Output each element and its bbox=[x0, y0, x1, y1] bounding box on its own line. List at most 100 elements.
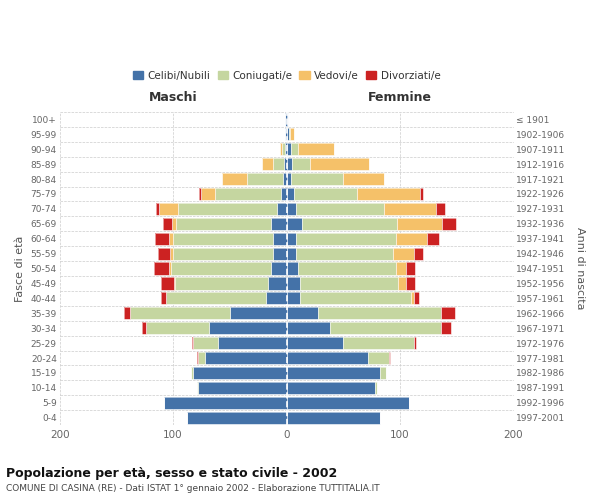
Bar bbox=[441, 322, 451, 334]
Bar bbox=[161, 278, 174, 289]
Bar bbox=[287, 128, 289, 140]
Bar bbox=[302, 218, 397, 230]
Bar bbox=[173, 248, 273, 260]
Bar bbox=[284, 158, 287, 170]
Bar bbox=[171, 262, 271, 274]
Bar bbox=[384, 203, 436, 215]
Bar bbox=[172, 218, 176, 230]
Text: Maschi: Maschi bbox=[149, 91, 197, 104]
Bar bbox=[287, 307, 319, 320]
Bar bbox=[291, 143, 298, 156]
Bar bbox=[222, 173, 247, 185]
Bar bbox=[175, 278, 268, 289]
Bar bbox=[209, 322, 287, 334]
Bar bbox=[287, 412, 380, 424]
Bar bbox=[271, 218, 287, 230]
Bar bbox=[193, 367, 287, 379]
Bar bbox=[286, 114, 287, 126]
Bar bbox=[287, 203, 296, 215]
Bar bbox=[380, 367, 386, 379]
Bar bbox=[296, 248, 393, 260]
Bar bbox=[161, 278, 174, 289]
Bar bbox=[290, 128, 295, 140]
Bar bbox=[427, 232, 439, 245]
Bar bbox=[178, 203, 277, 215]
Bar bbox=[302, 218, 397, 230]
Bar bbox=[287, 262, 298, 274]
Bar bbox=[287, 367, 380, 379]
Bar bbox=[277, 203, 287, 215]
Bar bbox=[413, 248, 423, 260]
Bar bbox=[198, 352, 205, 364]
Bar bbox=[191, 367, 193, 379]
Bar bbox=[197, 382, 198, 394]
Bar bbox=[155, 232, 169, 245]
Bar bbox=[287, 367, 380, 379]
Bar bbox=[199, 188, 202, 200]
Bar bbox=[287, 248, 296, 260]
Bar bbox=[406, 278, 415, 289]
Bar bbox=[154, 262, 169, 274]
Bar bbox=[146, 322, 209, 334]
Bar bbox=[284, 158, 287, 170]
Bar bbox=[296, 248, 393, 260]
Bar bbox=[280, 143, 282, 156]
Bar bbox=[173, 232, 273, 245]
Bar bbox=[441, 307, 455, 320]
Bar bbox=[296, 203, 384, 215]
Bar bbox=[176, 218, 271, 230]
Y-axis label: Anni di nascita: Anni di nascita bbox=[575, 228, 585, 310]
Bar bbox=[155, 232, 169, 245]
Bar bbox=[160, 203, 178, 215]
Bar bbox=[271, 262, 287, 274]
Bar bbox=[277, 203, 287, 215]
Bar bbox=[166, 292, 266, 304]
Bar bbox=[287, 218, 302, 230]
Bar bbox=[170, 248, 173, 260]
Bar bbox=[146, 322, 209, 334]
Bar bbox=[413, 337, 416, 349]
Bar bbox=[406, 262, 415, 274]
Bar bbox=[286, 128, 287, 140]
Bar bbox=[156, 203, 160, 215]
Bar bbox=[343, 173, 384, 185]
Bar bbox=[413, 248, 423, 260]
Bar bbox=[287, 278, 300, 289]
Bar bbox=[156, 203, 160, 215]
Bar bbox=[266, 292, 287, 304]
Bar bbox=[375, 382, 377, 394]
Bar bbox=[215, 188, 281, 200]
Bar bbox=[164, 396, 287, 409]
Bar bbox=[160, 203, 178, 215]
Bar bbox=[289, 128, 290, 140]
Bar bbox=[291, 173, 343, 185]
Bar bbox=[193, 367, 287, 379]
Bar bbox=[287, 337, 343, 349]
Bar bbox=[247, 173, 283, 185]
Bar bbox=[271, 262, 287, 274]
Bar bbox=[174, 278, 175, 289]
Bar bbox=[287, 218, 302, 230]
Bar bbox=[287, 278, 300, 289]
Bar bbox=[202, 188, 215, 200]
Bar bbox=[329, 322, 441, 334]
Bar bbox=[398, 278, 406, 289]
Bar bbox=[163, 218, 172, 230]
Bar bbox=[193, 337, 218, 349]
Bar bbox=[169, 232, 173, 245]
Bar bbox=[173, 232, 273, 245]
Bar bbox=[273, 158, 284, 170]
Bar bbox=[209, 322, 287, 334]
Bar bbox=[268, 278, 287, 289]
Bar bbox=[247, 173, 283, 185]
Bar bbox=[287, 292, 300, 304]
Bar bbox=[287, 203, 296, 215]
Bar bbox=[300, 278, 398, 289]
Bar bbox=[268, 278, 287, 289]
Bar bbox=[266, 292, 287, 304]
Bar bbox=[384, 203, 436, 215]
Bar bbox=[197, 352, 198, 364]
Bar bbox=[357, 188, 421, 200]
Bar bbox=[389, 352, 390, 364]
Bar bbox=[287, 143, 291, 156]
